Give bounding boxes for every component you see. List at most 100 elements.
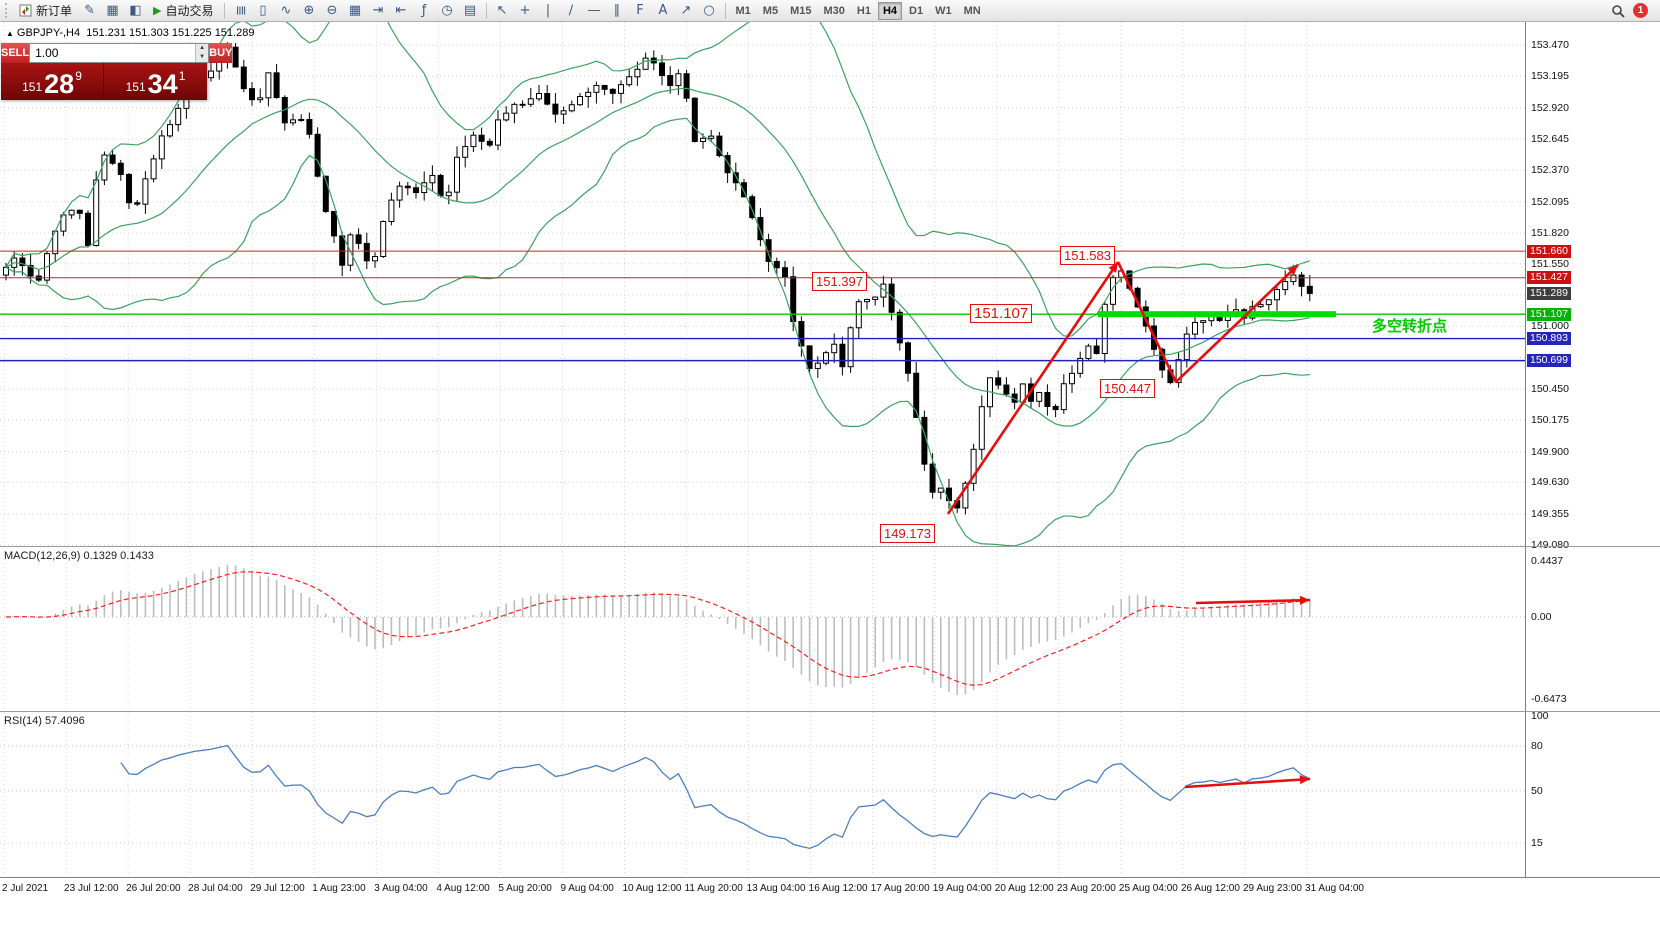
time-axis-label: 17 Aug 20:00 [870,883,930,894]
shapes-button[interactable]: ○ [698,1,721,20]
buy-button[interactable]: BUY [209,43,233,63]
indicators-button[interactable]: ƒ [413,1,436,20]
sell-price-display[interactable]: 151 28 9 [1,63,104,100]
toolbar-separator [223,2,225,19]
arrow-tool-button[interactable]: ↗ [675,1,698,20]
autotrading-play-icon: ▶ [153,5,162,17]
candlestick-chart-button[interactable]: ▯ [252,1,275,20]
volume-input[interactable] [30,44,196,62]
trendline-button[interactable]: ∕ [560,1,583,20]
timeframe-m15-button[interactable]: M15 [785,2,816,20]
channel-button[interactable]: ∥ [606,1,629,20]
symbol-ohlc-values: 151.231 151.303 151.225 151.289 [86,27,255,39]
trendline-icon: ∕ [568,3,574,18]
zoom-in-button[interactable]: ⊕ [298,1,321,20]
search-icon [1612,4,1625,18]
time-axis-label: 28 Jul 04:00 [188,883,243,894]
auto-scroll-icon: ⇥ [372,3,384,18]
timeframe-h4-button[interactable]: H4 [877,1,902,20]
sell-button[interactable]: SELL [1,43,30,63]
fibonacci-button[interactable]: F [629,1,652,20]
price-axis-label: 152.645 [1531,132,1569,145]
cursor-icon: ↖ [496,3,508,18]
shapes-icon: ○ [703,3,715,18]
rsi-axis-label: 15 [1531,836,1543,849]
vertical-line-button[interactable]: | [537,1,560,20]
metaeditor-button[interactable]: ✎ [78,1,101,20]
timeframe-h1-button[interactable]: H1 [852,2,876,20]
standard-toolbar-group: ✎ ▦ ◧ [78,1,147,20]
timeframe-m5-button[interactable]: M5 [758,2,783,20]
price-axis-label: 149.355 [1531,507,1569,520]
profiles-icon: ◧ [129,3,142,18]
panel-separator[interactable] [0,546,1660,547]
templates-button[interactable]: ▤ [459,1,482,20]
horizontal-line-icon: — [587,3,601,18]
text-label-button[interactable]: A [652,1,675,20]
price-axis[interactable]: 153.470 153.195 152.920 152.645 152.370 152.0… [1525,22,1660,877]
volume-up-button[interactable]: ▲ [199,45,206,51]
tile-windows-icon: ▦ [348,3,362,18]
time-axis-label: 29 Jul 12:00 [250,883,305,894]
timeframe-m1-button[interactable]: M1 [731,2,756,20]
buy-price-display[interactable]: 151 34 1 [104,63,207,100]
line-studies-toolbar-group: ↖ + | ∕ — ∥ F A ↗ ○ [491,1,721,20]
periods-button[interactable]: ◷ [436,1,459,20]
price-axis-label: 151.820 [1531,226,1569,239]
zoom-out-icon: ⊖ [326,3,338,18]
horizontal-line-button[interactable]: — [583,1,606,20]
line-chart-button[interactable]: ∿ [275,1,298,20]
templates-icon: ▤ [463,3,477,18]
sell-price-prefix: 151 [22,80,43,94]
buy-price-sup: 1 [178,69,186,83]
bar-chart-button[interactable]: ≣ [229,1,252,20]
search-button[interactable] [1607,1,1629,20]
chart-area: ▲ GBPJPY-,H4 151.231 151.303 151.225 151.… [0,22,1660,945]
timeframe-mn-button[interactable]: MN [959,2,986,20]
rsi-axis-label: 100 [1531,710,1549,722]
time-axis-label: 9 Aug 04:00 [560,883,614,894]
price-tag: 151.289 [1527,286,1571,300]
auto-scroll-button[interactable]: ⇥ [367,1,390,20]
time-axis-label: 10 Aug 12:00 [622,883,682,894]
new-chart-icon: ▦ [106,3,119,18]
timeframe-m30-button[interactable]: M30 [818,2,849,20]
timeframe-w1-button[interactable]: W1 [930,2,957,20]
time-axis-label: 25 Aug 04:00 [1118,883,1178,894]
timeframes-toolbar-group: M1 M5 M15 M30 H1 H4 D1 W1 MN [730,1,987,20]
chart-canvas[interactable] [0,22,1525,902]
volume-down-button[interactable]: ▼ [199,54,206,60]
fibonacci-icon: F [636,3,644,18]
new-chart-button[interactable]: ▦ [101,1,124,20]
price-tag: 151.107 [1527,307,1571,321]
panel-separator[interactable] [0,711,1660,712]
autotrading-button[interactable]: ▶ 自动交易 [147,1,219,20]
timeframe-d1-button[interactable]: D1 [904,2,928,20]
cursor-button[interactable]: ↖ [491,1,514,20]
toolbar: 新订单 ✎ ▦ ◧ ▶ 自动交易 ≣ ▯ ∿ ⊕ ⊖ ▦ ⇥ ⇤ ƒ ◷ ▤ ↖ + | ∕ — ∥ F A ↗ ○ M1… [0,0,1660,22]
macd-axis-label: -0.6473 [1531,692,1567,705]
zoom-out-button[interactable]: ⊖ [321,1,344,20]
crosshair-button[interactable]: + [514,1,537,20]
price-tag: 151.427 [1527,271,1571,285]
sell-price-sup: 9 [75,69,82,83]
toolbar-grip [5,3,10,18]
tile-windows-button[interactable]: ▦ [344,1,367,20]
channel-icon: ∥ [613,3,621,18]
periods-icon: ◷ [441,3,453,18]
price-axis-label: 150.450 [1531,382,1569,395]
time-axis-label: 23 Jul 12:00 [64,883,119,894]
time-axis-label: 3 Aug 04:00 [374,883,428,894]
bar-chart-icon: ≣ [232,5,248,16]
symbol-arrow-icon: ▲ [6,29,14,38]
time-axis-label: 5 Aug 20:00 [498,883,552,894]
profiles-button[interactable]: ◧ [124,1,147,20]
notification-badge[interactable]: 1 [1633,3,1648,18]
chart-shift-button[interactable]: ⇤ [390,1,413,20]
toolbar-separator [485,2,487,19]
price-tag: 150.699 [1527,354,1571,368]
new-order-button[interactable]: 新订单 [13,1,78,20]
time-axis[interactable]: 2 Jul 2021 23 Jul 12:00 26 Jul 20:00 28 Jul… [0,877,1660,903]
